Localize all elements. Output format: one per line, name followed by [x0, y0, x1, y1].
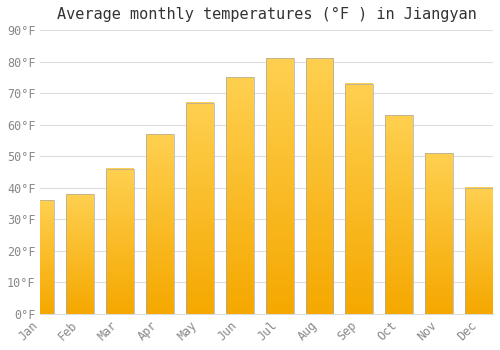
Bar: [66, 194, 94, 314]
Bar: [186, 103, 214, 314]
Bar: [386, 115, 413, 314]
Bar: [465, 188, 493, 314]
Title: Average monthly temperatures (°F ) in Jiangyan: Average monthly temperatures (°F ) in Ji…: [57, 7, 476, 22]
Bar: [266, 58, 293, 314]
Bar: [306, 58, 334, 314]
Bar: [26, 200, 54, 314]
Bar: [425, 153, 453, 314]
Bar: [146, 134, 174, 314]
Bar: [346, 84, 374, 314]
Bar: [226, 77, 254, 314]
Bar: [106, 169, 134, 314]
